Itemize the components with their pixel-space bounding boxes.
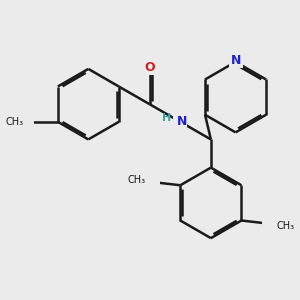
FancyBboxPatch shape bbox=[143, 63, 156, 75]
FancyBboxPatch shape bbox=[229, 56, 243, 68]
Text: CH₃: CH₃ bbox=[276, 221, 295, 231]
Text: N: N bbox=[230, 54, 241, 67]
Text: O: O bbox=[144, 61, 155, 74]
FancyBboxPatch shape bbox=[14, 116, 34, 127]
Text: N: N bbox=[176, 115, 187, 128]
FancyBboxPatch shape bbox=[173, 116, 187, 128]
FancyBboxPatch shape bbox=[262, 219, 282, 229]
Text: CH₃: CH₃ bbox=[5, 117, 23, 127]
Text: H: H bbox=[162, 112, 171, 123]
Text: CH₃: CH₃ bbox=[127, 175, 146, 185]
FancyBboxPatch shape bbox=[140, 176, 160, 187]
